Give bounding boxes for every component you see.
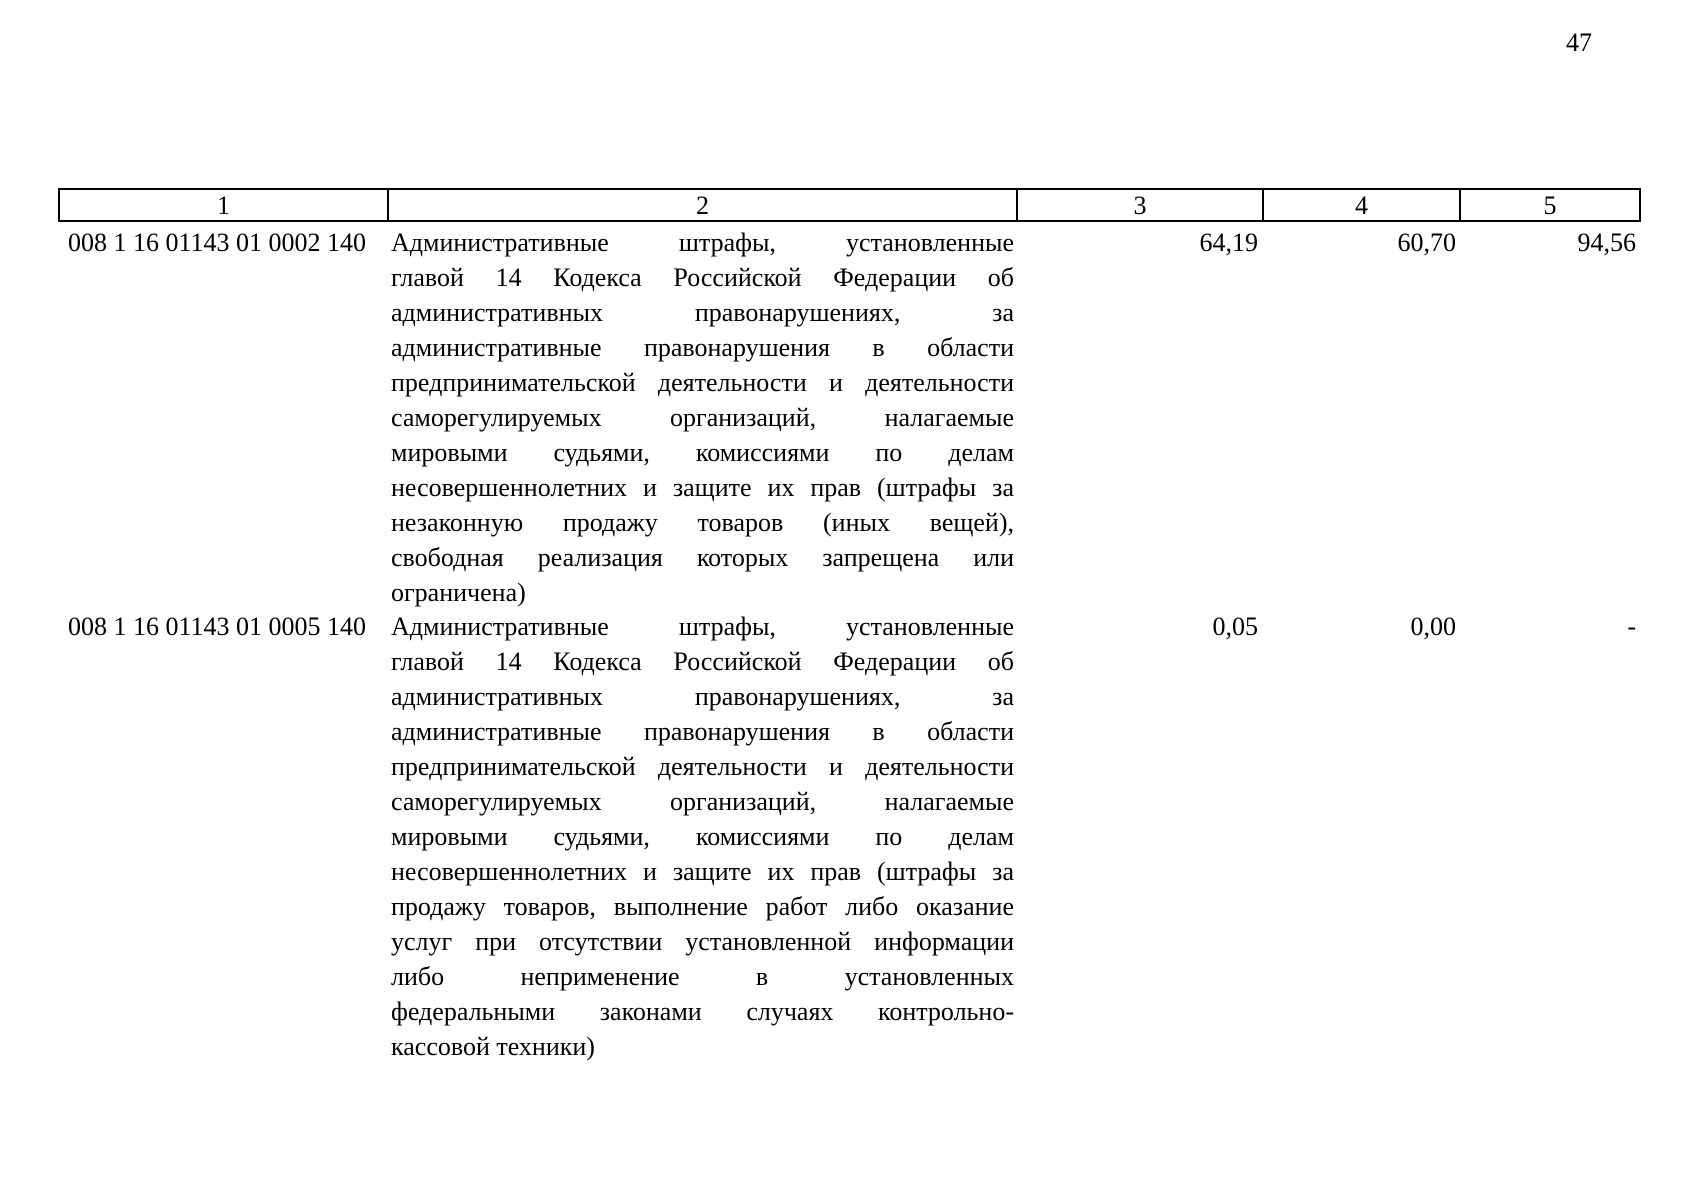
- description-line: незаконную продажу товаров (иных вещей),: [391, 508, 1014, 537]
- description-line: административных правонарушениях, за: [391, 682, 1014, 711]
- description-line: продажу товаров, выполнение работ либо о…: [391, 892, 1014, 921]
- description-line: Административные штрафы, установленные: [391, 612, 1014, 641]
- description-line: услуг при отсутствии установленной инфор…: [391, 927, 1014, 956]
- col3-value: 0,05: [1212, 612, 1259, 641]
- header-col-5: 5: [1459, 188, 1641, 222]
- page-number: 47: [1566, 28, 1592, 57]
- header-col-4: 4: [1262, 188, 1461, 222]
- description-line: административные правонарушения в област…: [391, 333, 1014, 362]
- description-line: главой 14 Кодекса Российской Федерации о…: [391, 263, 1014, 292]
- budget-code: 008 1 16 01143 01 0002 140: [68, 228, 367, 257]
- description-line: Административные штрафы, установленные: [391, 228, 1014, 257]
- col5-value: 94,56: [1577, 228, 1637, 257]
- description-line: саморегулируемых организаций, налагаемые: [391, 787, 1014, 816]
- description: Административные штрафы, установленные гл…: [391, 609, 1014, 1064]
- description-line: административных правонарушениях, за: [391, 298, 1014, 327]
- description-line: саморегулируемых организаций, налагаемые: [391, 403, 1014, 432]
- col4-value: 60,70: [1397, 228, 1457, 257]
- description-line: главой 14 Кодекса Российской Федерации о…: [391, 647, 1014, 676]
- header-col-2: 2: [387, 188, 1018, 222]
- description-line: мировыми судьями, комиссиями по делам: [391, 822, 1014, 851]
- description-line: несовершеннолетних и защите их прав (штр…: [391, 473, 1014, 502]
- header-col-3: 3: [1016, 188, 1264, 222]
- description-line: мировыми судьями, комиссиями по делам: [391, 438, 1014, 467]
- budget-code: 008 1 16 01143 01 0005 140: [68, 612, 367, 641]
- description-line: кассовой техники): [391, 1032, 595, 1061]
- col4-value: 0,00: [1410, 612, 1457, 641]
- header-col-1: 1: [58, 188, 389, 222]
- description-line: несовершеннолетних и защите их прав (штр…: [391, 857, 1014, 886]
- description: Административные штрафы, установленные гл…: [391, 225, 1014, 610]
- col5-value: -: [1627, 612, 1636, 641]
- description-line: предпринимательской деятельности и деяте…: [391, 752, 1014, 781]
- description-line: свободная реализация которых запрещена и…: [391, 543, 1014, 572]
- description-line: либо неприменение в установленных: [391, 962, 1014, 991]
- description-line: ограничена): [391, 578, 526, 607]
- description-line: федеральными законами случаях контрольно…: [391, 997, 1014, 1026]
- description-line: предпринимательской деятельности и деяте…: [391, 368, 1014, 397]
- description-line: административные правонарушения в област…: [391, 717, 1014, 746]
- col3-value: 64,19: [1199, 228, 1259, 257]
